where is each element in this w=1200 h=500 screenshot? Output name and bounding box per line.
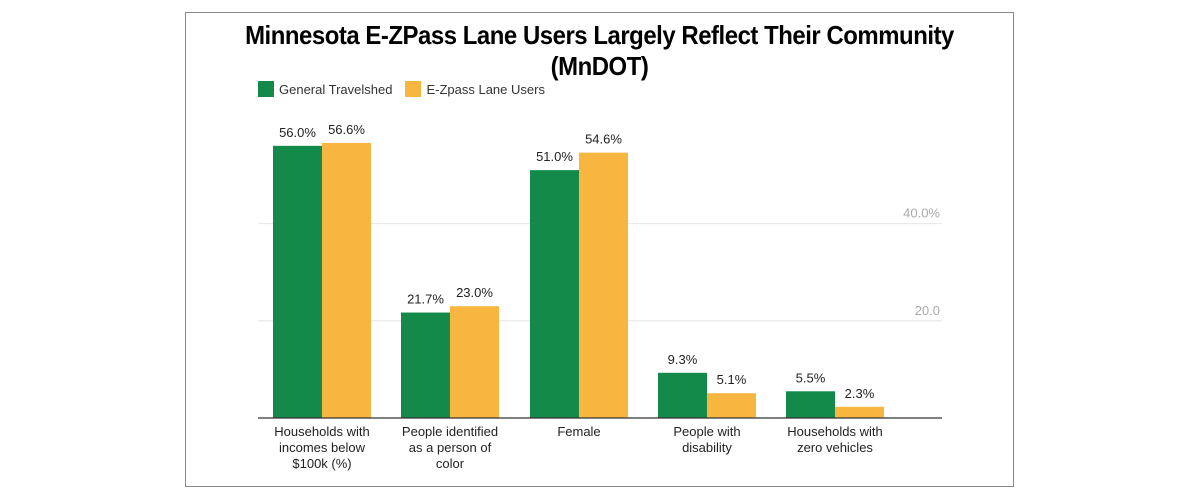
x-category-label: color <box>436 456 465 471</box>
y-tick-label: 40.0% <box>903 206 940 221</box>
x-category-label: $100k (%) <box>292 456 351 471</box>
bar-general <box>401 312 450 418</box>
bar-general <box>658 372 707 418</box>
data-label: 5.5% <box>796 370 826 385</box>
chart-frame <box>185 12 1014 487</box>
bar-ezpass <box>450 306 499 418</box>
legend-item-general-travelshed: General Travelshed <box>258 81 392 97</box>
bar-ezpass <box>707 393 756 418</box>
bar-general <box>530 170 579 418</box>
data-label: 5.1% <box>717 372 747 387</box>
data-label: 54.6% <box>585 132 622 147</box>
y-tick-label: 20.0 <box>915 303 940 318</box>
x-category-label: Female <box>557 424 600 439</box>
x-category-label: People identified <box>402 424 498 439</box>
data-label: 23.0% <box>456 285 493 300</box>
x-category-label: zero vehicles <box>797 440 873 455</box>
data-label: 21.7% <box>407 292 444 307</box>
legend-label: E-Zpass Lane Users <box>426 81 545 97</box>
bar-ezpass <box>579 152 628 419</box>
bar-general <box>273 145 322 418</box>
x-category-label: incomes below <box>279 440 366 455</box>
chart-title: Minnesota E-ZPass Lane Users Largely Ref… <box>245 20 954 81</box>
bar-general <box>786 391 835 418</box>
data-label: 56.6% <box>328 122 365 137</box>
bar-ezpass <box>835 406 884 418</box>
x-category-label: as a person of <box>409 440 492 455</box>
x-category-label: disability <box>682 440 732 455</box>
legend-swatch-green <box>258 81 274 97</box>
x-category-label: Households with <box>274 424 369 439</box>
legend-item-ezpass-users: E-Zpass Lane Users <box>405 81 545 97</box>
data-label: 9.3% <box>668 352 698 367</box>
data-label: 51.0% <box>536 149 573 164</box>
legend-swatch-orange <box>405 81 422 97</box>
data-label: 2.3% <box>845 386 875 401</box>
bar-ezpass <box>322 142 371 418</box>
data-label: 56.0% <box>279 125 316 140</box>
x-category-label: Households with <box>787 424 882 439</box>
legend-label: General Travelshed <box>279 81 393 97</box>
legend: General Travelshed E-Zpass Lane Users <box>258 81 558 97</box>
x-category-label: People with <box>673 424 740 439</box>
